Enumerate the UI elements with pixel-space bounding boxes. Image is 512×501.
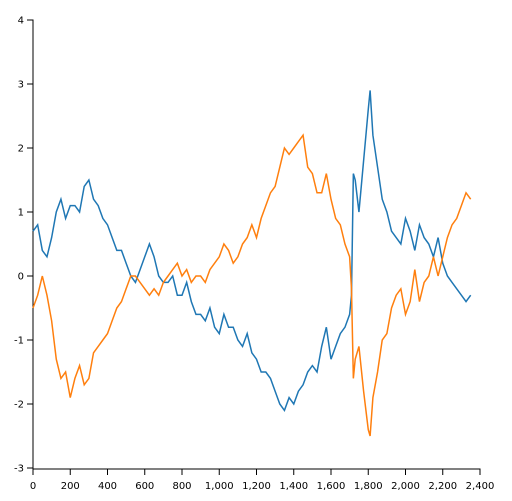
x-tick-label: 1,400 [279,481,308,492]
x-tick-label: 1,600 [317,481,346,492]
y-tick-label: 3 [18,80,24,91]
x-tick-label: 1,000 [205,481,234,492]
x-tick-label: 0 [30,481,36,492]
y-tick-label: -1 [14,336,24,347]
x-tick-label: 200 [61,481,80,492]
y-tick-label: 1 [18,208,24,219]
y-axis [27,19,34,469]
x-tick-label: 2,200 [428,481,457,492]
x-tick-label: 400 [98,481,117,492]
x-tick-label: 600 [135,481,154,492]
y-tick-label: 4 [18,16,24,27]
x-tick-label: 800 [172,481,191,492]
x-tick-label: 1,800 [354,481,383,492]
y-tick-label: 0 [18,272,24,283]
line [32,133,472,437]
x-tick-label: 2,400 [466,481,495,492]
x-tick-label: 1,200 [242,481,271,492]
y-tick-label: 2 [18,144,24,155]
y-tick-label: -2 [14,400,24,411]
line [32,90,472,412]
y-tick-label: -3 [14,464,24,475]
x-tick-label: 2,000 [391,481,420,492]
